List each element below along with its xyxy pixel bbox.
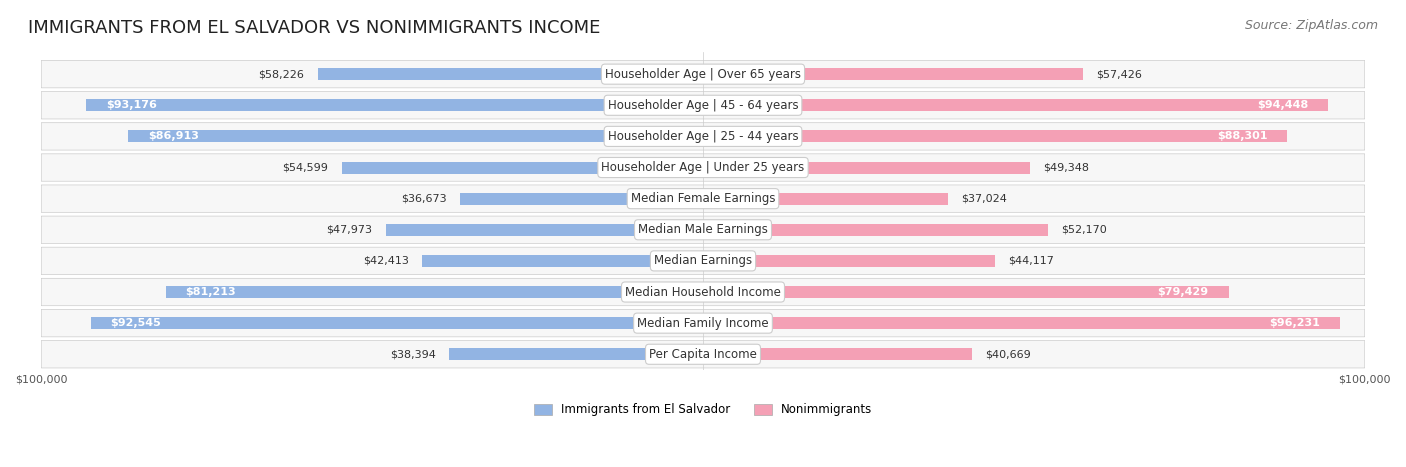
Bar	[703, 130, 1288, 142]
Bar	[385, 224, 703, 236]
Text: Median Household Income: Median Household Income	[626, 285, 780, 298]
Text: $81,213: $81,213	[186, 287, 236, 297]
Text: Householder Age | 45 - 64 years: Householder Age | 45 - 64 years	[607, 99, 799, 112]
Text: $94,448: $94,448	[1257, 100, 1308, 110]
FancyBboxPatch shape	[41, 185, 1365, 212]
Bar	[318, 68, 703, 80]
Text: Householder Age | Over 65 years: Householder Age | Over 65 years	[605, 68, 801, 81]
FancyBboxPatch shape	[41, 154, 1365, 181]
Bar	[703, 162, 1029, 174]
Text: Householder Age | 25 - 44 years: Householder Age | 25 - 44 years	[607, 130, 799, 143]
Text: $38,394: $38,394	[389, 349, 436, 359]
Text: $93,176: $93,176	[107, 100, 157, 110]
Bar	[703, 99, 1329, 111]
Bar	[166, 286, 703, 298]
Bar	[703, 317, 1340, 329]
Text: $79,429: $79,429	[1157, 287, 1209, 297]
Text: $86,913: $86,913	[148, 131, 198, 142]
Text: Median Earnings: Median Earnings	[654, 255, 752, 268]
Text: Median Male Earnings: Median Male Earnings	[638, 223, 768, 236]
Bar	[703, 224, 1049, 236]
Text: $57,426: $57,426	[1097, 69, 1142, 79]
Text: $42,413: $42,413	[363, 256, 409, 266]
Text: Per Capita Income: Per Capita Income	[650, 348, 756, 361]
Text: $96,231: $96,231	[1270, 318, 1320, 328]
Bar	[90, 317, 703, 329]
Text: $47,973: $47,973	[326, 225, 373, 235]
Text: Median Female Earnings: Median Female Earnings	[631, 192, 775, 205]
Text: $58,226: $58,226	[259, 69, 305, 79]
Text: $88,301: $88,301	[1218, 131, 1267, 142]
Text: $37,024: $37,024	[962, 194, 1007, 204]
FancyBboxPatch shape	[41, 247, 1365, 275]
FancyBboxPatch shape	[41, 278, 1365, 306]
Text: Median Family Income: Median Family Income	[637, 317, 769, 330]
Text: $40,669: $40,669	[986, 349, 1031, 359]
Text: $36,673: $36,673	[402, 194, 447, 204]
Bar	[342, 162, 703, 174]
Bar	[422, 255, 703, 267]
Bar	[703, 255, 995, 267]
Text: $44,117: $44,117	[1008, 256, 1054, 266]
Text: IMMIGRANTS FROM EL SALVADOR VS NONIMMIGRANTS INCOME: IMMIGRANTS FROM EL SALVADOR VS NONIMMIGR…	[28, 19, 600, 37]
FancyBboxPatch shape	[41, 123, 1365, 150]
FancyBboxPatch shape	[41, 92, 1365, 119]
Text: Householder Age | Under 25 years: Householder Age | Under 25 years	[602, 161, 804, 174]
Bar	[703, 68, 1083, 80]
FancyBboxPatch shape	[41, 60, 1365, 88]
Text: Source: ZipAtlas.com: Source: ZipAtlas.com	[1244, 19, 1378, 32]
Bar	[449, 348, 703, 360]
FancyBboxPatch shape	[41, 340, 1365, 368]
FancyBboxPatch shape	[41, 310, 1365, 337]
Legend: Immigrants from El Salvador, Nonimmigrants: Immigrants from El Salvador, Nonimmigran…	[529, 399, 877, 421]
Bar	[703, 193, 948, 205]
Bar	[703, 348, 972, 360]
Bar	[128, 130, 703, 142]
Text: $49,348: $49,348	[1043, 163, 1088, 172]
Bar	[460, 193, 703, 205]
FancyBboxPatch shape	[41, 216, 1365, 243]
Bar	[703, 286, 1229, 298]
Text: $54,599: $54,599	[283, 163, 329, 172]
Text: $52,170: $52,170	[1062, 225, 1107, 235]
Text: $92,545: $92,545	[111, 318, 162, 328]
Bar	[86, 99, 703, 111]
